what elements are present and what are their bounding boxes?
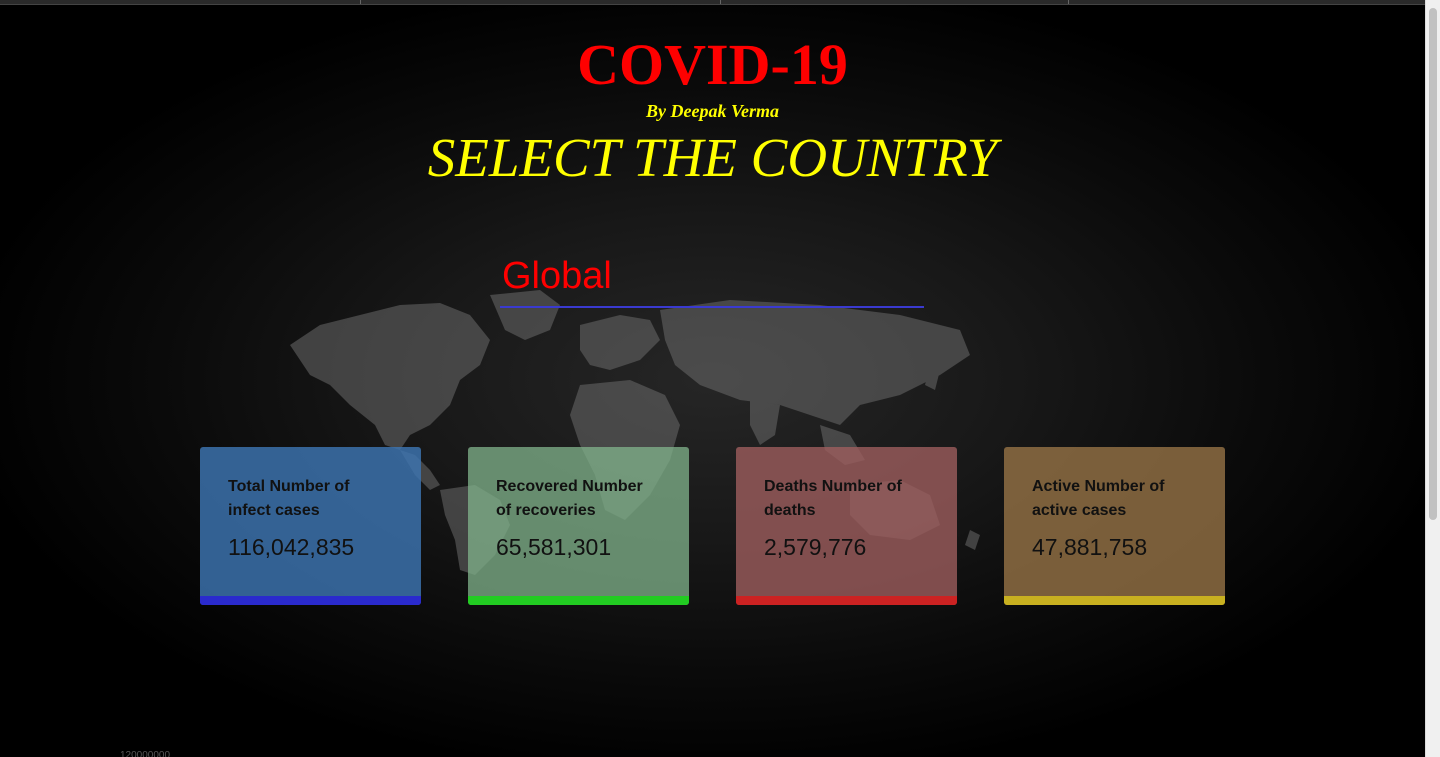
country-select-value[interactable]: Global	[502, 255, 612, 297]
scrollbar-thumb[interactable]	[1429, 8, 1437, 520]
page-title: COVID-19	[577, 32, 848, 97]
recovered-card-label: Recovered Number of recoveries	[496, 478, 643, 519]
vertical-scrollbar[interactable]	[1425, 0, 1440, 757]
top-edge-divider	[1068, 0, 1069, 4]
infected-card: Total Number of infect cases 116,042,835	[200, 447, 421, 605]
top-edge-bar	[0, 0, 1425, 5]
recovered-card-value: 65,581,301	[496, 534, 612, 560]
author-byline: By Deepak Verma	[646, 101, 779, 121]
select-country-heading: SELECT THE COUNTRY	[427, 127, 998, 188]
active-card-bar	[1004, 596, 1225, 605]
deaths-card: Deaths Number of deaths 2,579,776	[736, 447, 957, 605]
infected-card-bar	[200, 596, 421, 605]
deaths-card-bar	[736, 596, 957, 605]
top-edge-divider	[360, 0, 361, 4]
infected-card-value: 116,042,835	[228, 534, 355, 560]
recovered-card-bar	[468, 596, 689, 605]
active-card-label: Active Number of active cases	[1032, 478, 1165, 519]
top-edge-divider	[720, 0, 721, 4]
country-select[interactable]: Global	[500, 250, 924, 308]
active-card: Active Number of active cases 47,881,758	[1004, 447, 1225, 605]
chart-axis-label: 120000000	[120, 750, 171, 757]
infected-card-label: Total Number of infect cases	[228, 478, 350, 519]
deaths-card-value: 2,579,776	[764, 534, 867, 560]
recovered-card: Recovered Number of recoveries 65,581,30…	[468, 447, 689, 605]
deaths-card-label: Deaths Number of deaths	[764, 478, 902, 519]
active-card-value: 47,881,758	[1032, 534, 1148, 560]
